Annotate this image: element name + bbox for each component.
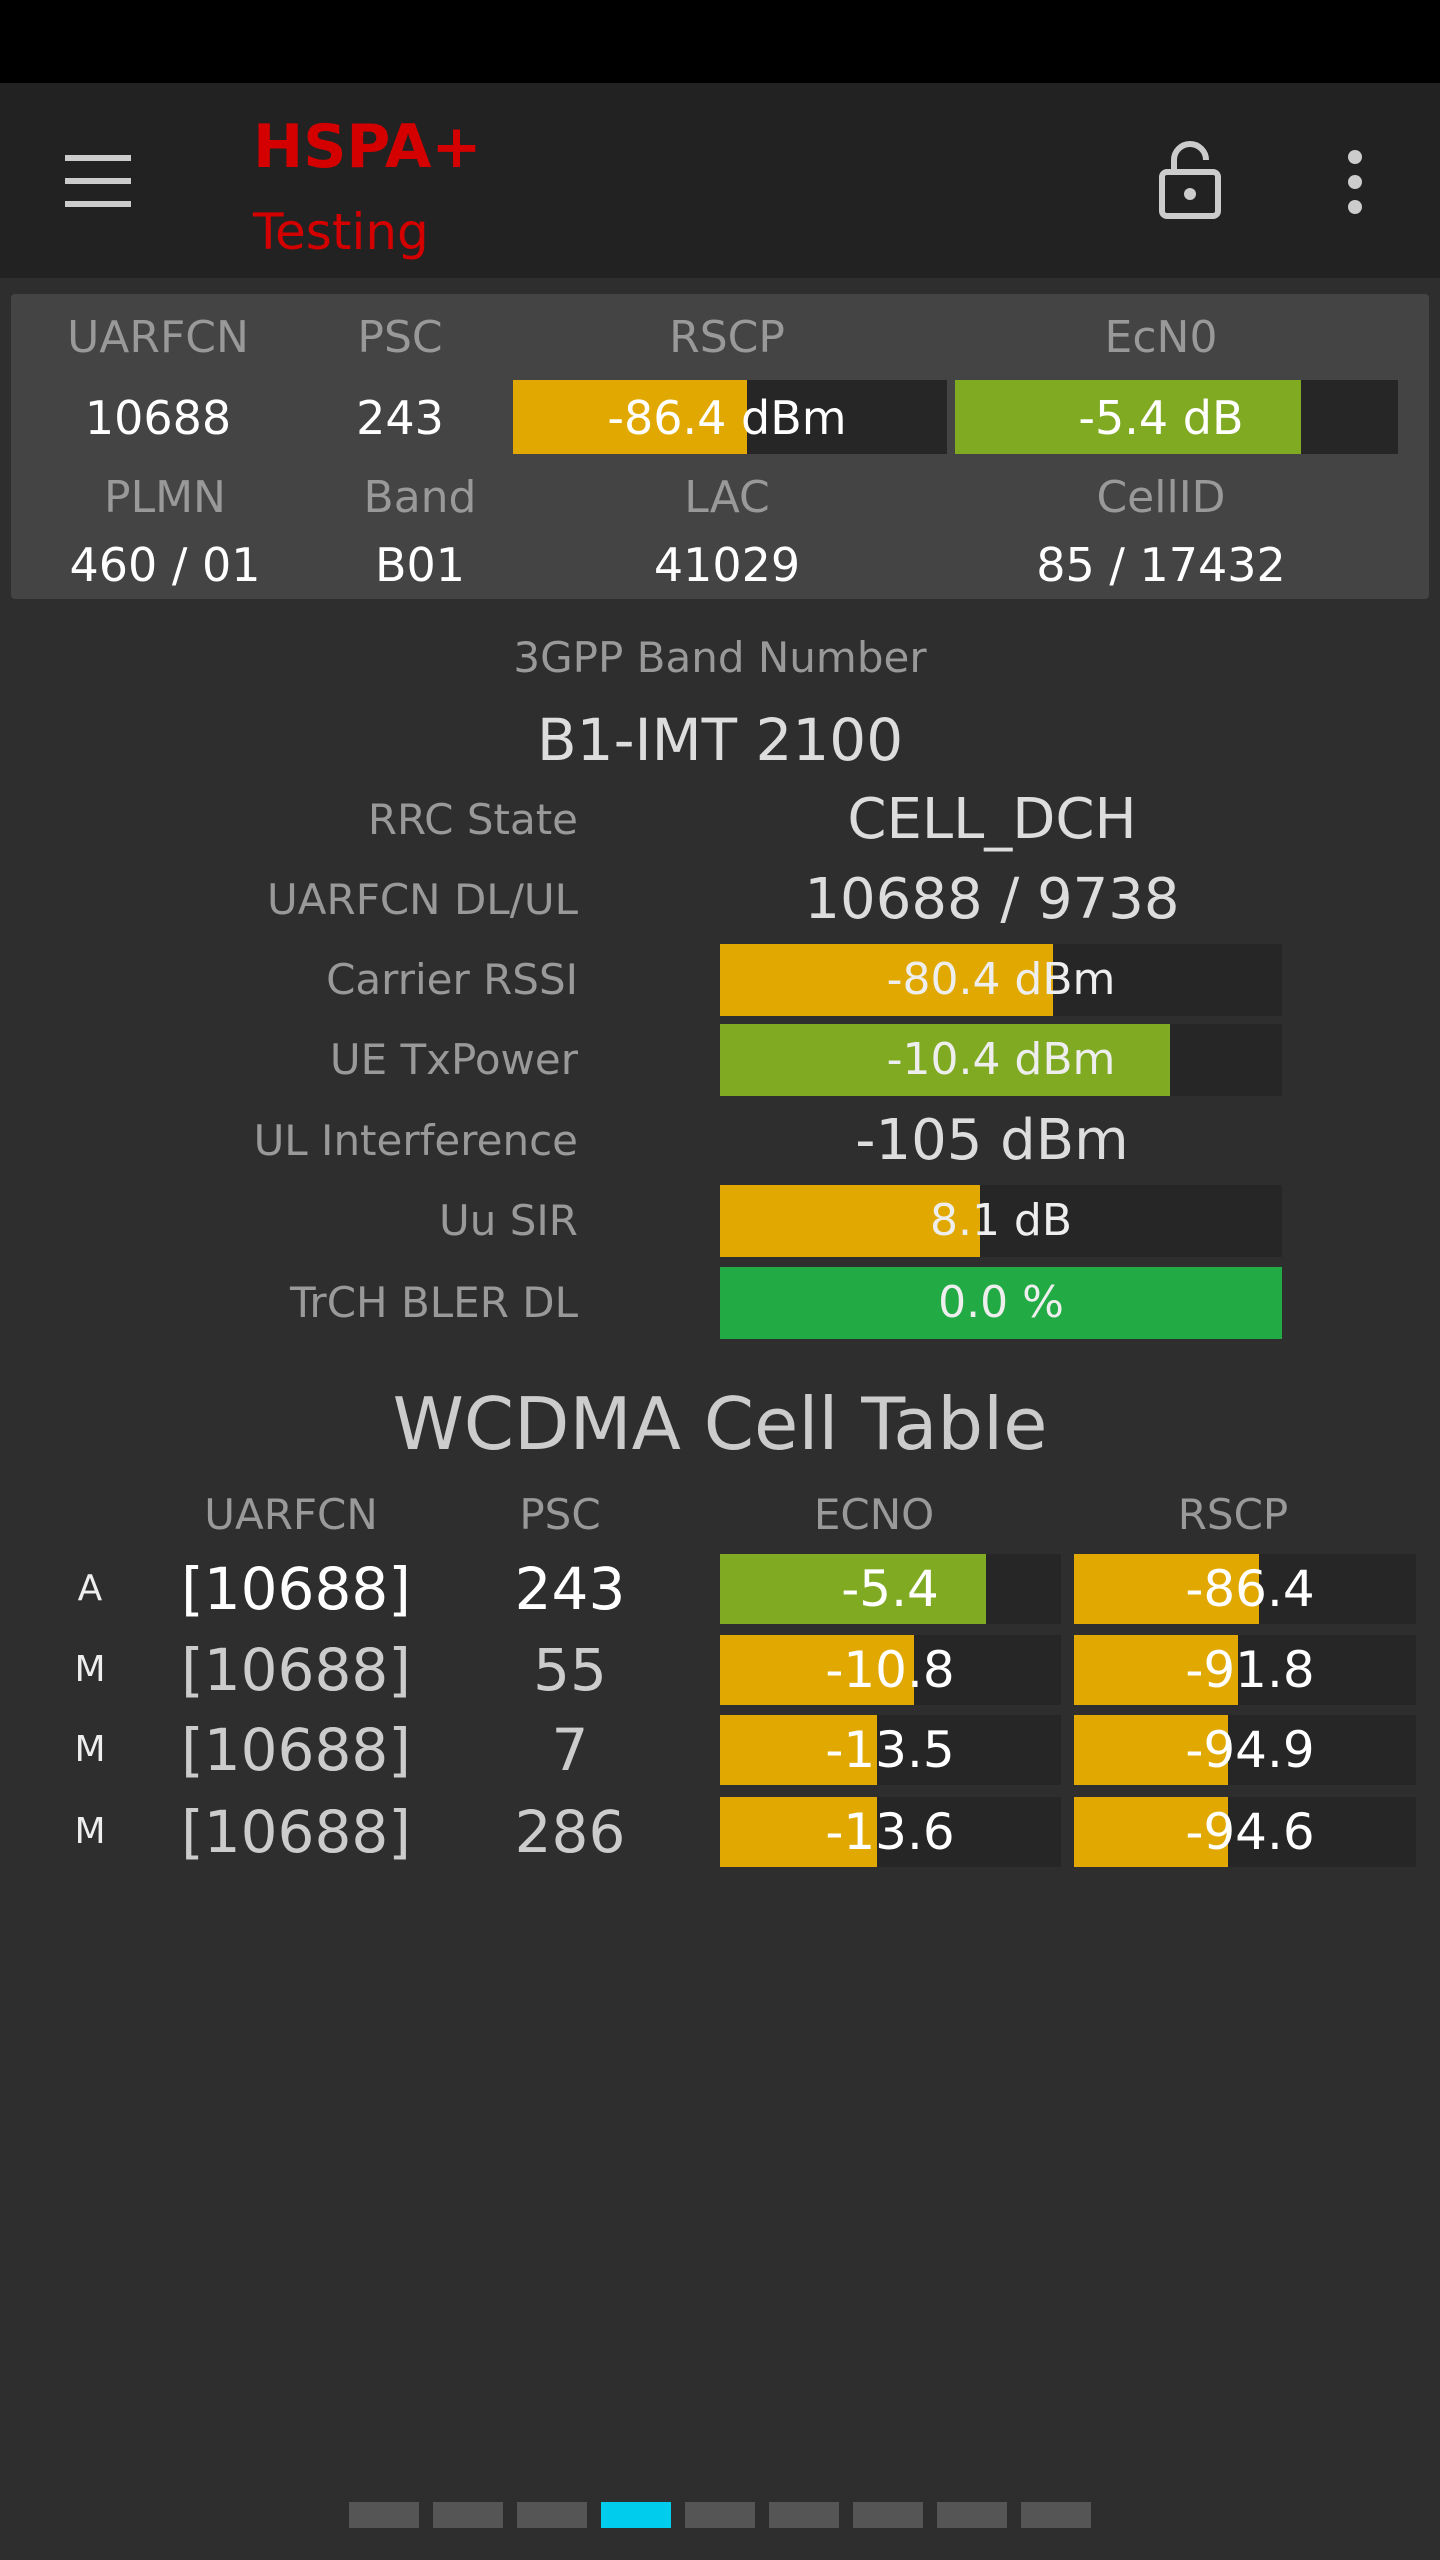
page-indicator[interactable] [349, 2502, 419, 2528]
cell-psc: 7 [551, 1716, 589, 1784]
summary-value: 243 [356, 391, 444, 445]
cell-rscp: -86.4 [1185, 1560, 1315, 1618]
summary-value: 41029 [653, 538, 801, 592]
band-label: 3GPP Band Number [513, 633, 927, 682]
detail-bar-fill [720, 1024, 1170, 1096]
ecno-bar-fill [720, 1554, 986, 1624]
cell-rscp: -94.6 [1185, 1803, 1315, 1861]
page-indicator[interactable] [937, 2502, 1007, 2528]
table-header: ECNO [813, 1490, 935, 1539]
summary-value: 10688 [84, 391, 232, 445]
table-header: RSCP [1177, 1490, 1289, 1539]
table-title: WCDMA Cell Table [392, 1382, 1048, 1466]
cell-psc: 286 [514, 1798, 626, 1866]
band-value: B1-IMT 2100 [536, 706, 904, 774]
ecno-bar-fill [720, 1635, 915, 1705]
cell-uarfcn: [10688] [181, 1636, 411, 1704]
app-bar [0, 83, 1440, 278]
ecno-bar-fill [720, 1715, 877, 1785]
cell-ecno: -5.4 [841, 1560, 939, 1618]
detail-label: RRC State [367, 795, 578, 844]
cell-ecno: -13.5 [825, 1721, 955, 1779]
table-header: PSC [519, 1490, 601, 1539]
cell-rscp: -94.9 [1185, 1721, 1315, 1779]
cell-uarfcn: [10688] [181, 1555, 411, 1623]
cell-type: A [77, 1568, 103, 1609]
detail-label: UARFCN DL/UL [267, 875, 578, 924]
cell-type: M [74, 1811, 106, 1852]
rscp-bar-fill [1074, 1715, 1228, 1785]
detail-label: TrCH BLER DL [289, 1278, 578, 1327]
detail-value: -10.4 dBm [886, 1034, 1116, 1085]
detail-value: -80.4 dBm [886, 954, 1116, 1005]
cell-uarfcn: [10688] [181, 1716, 411, 1784]
lock-button[interactable] [1154, 140, 1226, 220]
detail-label: Carrier RSSI [326, 955, 578, 1004]
app-title: HSPA+ [253, 112, 482, 182]
page-indicator[interactable] [685, 2502, 755, 2528]
summary-value: -86.4 dBm [607, 391, 847, 445]
cell-ecno: -10.8 [825, 1641, 955, 1699]
summary-header: EcN0 [1104, 312, 1218, 363]
detail-label: UE TxPower [329, 1035, 578, 1084]
rscp-bar-fill [513, 380, 748, 454]
overflow-menu[interactable] [1335, 145, 1375, 221]
summary-value: B01 [374, 538, 466, 592]
rscp-bar-fill [1074, 1554, 1259, 1624]
page-indicator[interactable] [769, 2502, 839, 2528]
detail-value: -105 dBm [855, 1108, 1129, 1173]
detail-value: 8.1 dB [929, 1195, 1073, 1246]
cell-type: M [74, 1649, 106, 1690]
page-indicator[interactable] [433, 2502, 503, 2528]
menu-button[interactable] [58, 140, 138, 220]
summary-header: RSCP [669, 312, 785, 363]
summary-header: PSC [357, 312, 443, 363]
detail-bar-fill [720, 944, 1054, 1016]
detail-value: CELL_DCH [847, 787, 1137, 852]
cell-psc: 243 [514, 1555, 626, 1623]
summary-value: 460 / 01 [69, 538, 261, 592]
cell-psc: 55 [533, 1636, 607, 1704]
status-bar [0, 0, 1440, 83]
page-indicator[interactable] [601, 2502, 671, 2528]
detail-label: UL Interference [253, 1116, 578, 1165]
cell-type: M [74, 1729, 106, 1770]
summary-header: CellID [1096, 472, 1226, 523]
summary-header: LAC [684, 472, 770, 523]
detail-value: 10688 / 9738 [804, 867, 1180, 932]
table-header: UARFCN [204, 1490, 378, 1539]
detail-bar-fill [720, 1267, 1282, 1339]
detail-label: Uu SIR [439, 1196, 578, 1245]
summary-header: PLMN [104, 472, 226, 523]
detail-bar-fill [720, 1185, 980, 1257]
page-indicator[interactable] [1021, 2502, 1091, 2528]
page-indicator[interactable] [853, 2502, 923, 2528]
page-indicator[interactable] [517, 2502, 587, 2528]
ecno-bar-fill [955, 380, 1301, 454]
rscp-bar-fill [1074, 1797, 1228, 1867]
cell-ecno: -13.6 [825, 1803, 955, 1861]
ecno-bar-fill [720, 1797, 877, 1867]
summary-value: 85 / 17432 [1036, 538, 1286, 592]
detail-value: 0.0 % [938, 1277, 1064, 1328]
cell-rscp: -91.8 [1185, 1641, 1315, 1699]
summary-header: UARFCN [67, 312, 249, 363]
rscp-bar-fill [1074, 1635, 1239, 1705]
summary-header: Band [363, 472, 477, 523]
app-subtitle: Testing [253, 203, 429, 261]
summary-value: -5.4 dB [1078, 391, 1244, 445]
cell-uarfcn: [10688] [181, 1798, 411, 1866]
